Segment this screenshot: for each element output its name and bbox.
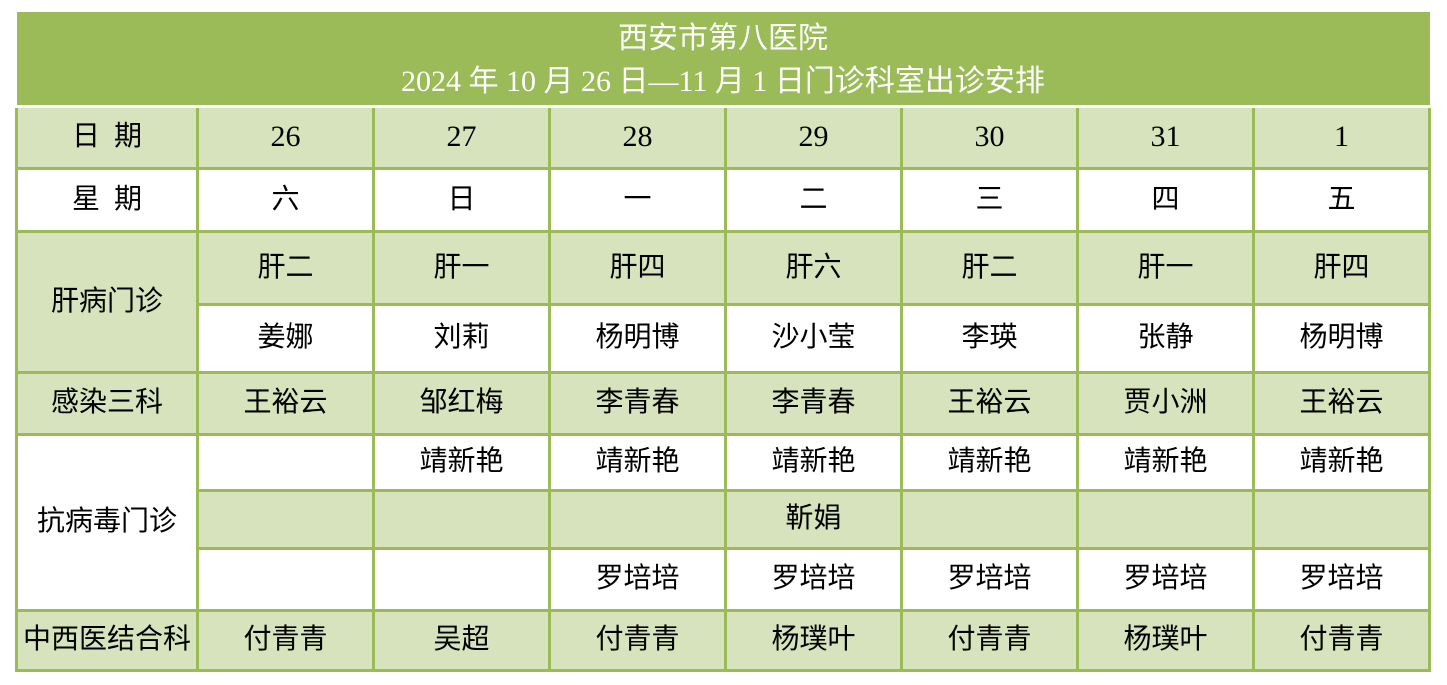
table-row: 靳娟 [17,489,1431,550]
schedule-cell [1252,489,1431,550]
schedule-cell [372,547,551,612]
schedule-cell [196,547,375,612]
schedule-cell: 刘莉 [372,303,551,374]
table-title: 西安市第八医院 2024 年 10 月 26 日—11 月 1 日门诊科室出诊安… [16,12,1430,108]
row-label-antiviral-clinic: 抗病毒门诊 [15,433,199,612]
weekday-cell: 五 [1252,167,1431,233]
schedule-cell: 姜娜 [196,303,375,374]
date-cell: 26 [196,105,375,170]
row-label-liver-clinic: 肝病门诊 [15,230,199,374]
schedule-cell: 肝二 [900,230,1079,306]
schedule-cell: 靖新艳 [724,433,903,492]
schedule-cell [900,489,1079,550]
weekday-cell: 日 [372,167,551,233]
schedule-cell: 杨明博 [1252,303,1431,374]
row-label-infection-dept-3: 感染三科 [15,371,199,436]
date-cell: 30 [900,105,1079,170]
schedule-cell: 罗培培 [1076,547,1255,612]
schedule-cell: 靖新艳 [1076,433,1255,492]
schedule-cell: 肝四 [548,230,727,306]
schedule-cell [1076,489,1255,550]
weekday-cell: 三 [900,167,1079,233]
schedule-cell: 杨明博 [548,303,727,374]
schedule-table: 西安市第八医院 2024 年 10 月 26 日—11 月 1 日门诊科室出诊安… [15,12,1431,672]
schedule-cell: 肝一 [372,230,551,306]
schedule-cell [196,489,375,550]
schedule-cell: 靖新艳 [548,433,727,492]
schedule-cell: 肝一 [1076,230,1255,306]
table-row: 感染三科 王裕云 邹红梅 李青春 李青春 王裕云 贾小洲 王裕云 [15,371,1431,436]
schedule-subtitle: 2024 年 10 月 26 日—11 月 1 日门诊科室出诊安排 [401,64,1045,98]
schedule-cell: 罗培培 [548,547,727,612]
schedule-cell: 沙小莹 [724,303,903,374]
title-row: 西安市第八医院 2024 年 10 月 26 日—11 月 1 日门诊科室出诊安… [16,12,1430,108]
table-row: 中西医结合科 付青青 吴超 付青青 杨璞叶 付青青 杨璞叶 付青青 [15,609,1431,672]
schedule-cell: 肝四 [1252,230,1431,306]
weekday-cell: 四 [1076,167,1255,233]
weekday-row: 星期 六 日 一 二 三 四 五 [15,167,1431,233]
schedule-cell: 靖新艳 [372,433,551,492]
weekday-cell: 二 [724,167,903,233]
schedule-cell: 贾小洲 [1076,371,1255,436]
schedule-cell: 杨璞叶 [724,609,903,672]
schedule-cell: 王裕云 [1252,371,1431,436]
schedule-cell: 付青青 [196,609,375,672]
schedule-cell: 付青青 [1252,609,1431,672]
schedule-cell: 杨璞叶 [1076,609,1255,672]
schedule-cell: 李青春 [548,371,727,436]
schedule-cell: 靖新艳 [900,433,1079,492]
schedule-cell: 张静 [1076,303,1255,374]
weekday-cell: 六 [196,167,375,233]
row-label-date: 日期 [15,105,199,170]
date-cell: 31 [1076,105,1255,170]
hospital-name: 西安市第八医院 [618,22,828,55]
schedule-cell [548,489,727,550]
table-row: 抗病毒门诊 靖新艳 靖新艳 靖新艳 靖新艳 靖新艳 靖新艳 [15,433,1431,612]
weekday-cell: 一 [548,167,727,233]
row-label-week: 星期 [15,167,199,233]
date-cell: 27 [372,105,551,170]
date-cell: 1 [1252,105,1431,170]
date-row: 日期 26 27 28 29 30 31 1 [15,105,1431,170]
schedule-cell: 邹红梅 [372,371,551,436]
table-row: 姜娜 刘莉 杨明博 沙小莹 李瑛 张静 杨明博 [17,303,1431,374]
table-row: 肝病门诊 肝二 肝一 肝四 肝六 肝二 肝一 肝四 [15,230,1431,374]
schedule-cell: 罗培培 [1252,547,1431,612]
schedule-cell [372,489,551,550]
schedule-cell: 吴超 [372,609,551,672]
date-cell: 28 [548,105,727,170]
schedule-cell: 王裕云 [900,371,1079,436]
schedule-cell: 靖新艳 [1252,433,1431,492]
schedule-cell: 王裕云 [196,371,375,436]
schedule-cell: 肝二 [196,230,375,306]
schedule-cell: 肝六 [724,230,903,306]
schedule-cell: 罗培培 [724,547,903,612]
row-label-integrative-medicine-dept: 中西医结合科 [15,609,199,672]
schedule-cell: 靳娟 [724,489,903,550]
date-cell: 29 [724,105,903,170]
schedule-cell: 付青青 [548,609,727,672]
schedule-cell: 李青春 [724,371,903,436]
schedule-cell: 罗培培 [900,547,1079,612]
table-row: 罗培培 罗培培 罗培培 罗培培 罗培培 [17,547,1431,612]
schedule-cell: 付青青 [900,609,1079,672]
schedule-cell [196,433,375,492]
schedule-cell: 李瑛 [900,303,1079,374]
